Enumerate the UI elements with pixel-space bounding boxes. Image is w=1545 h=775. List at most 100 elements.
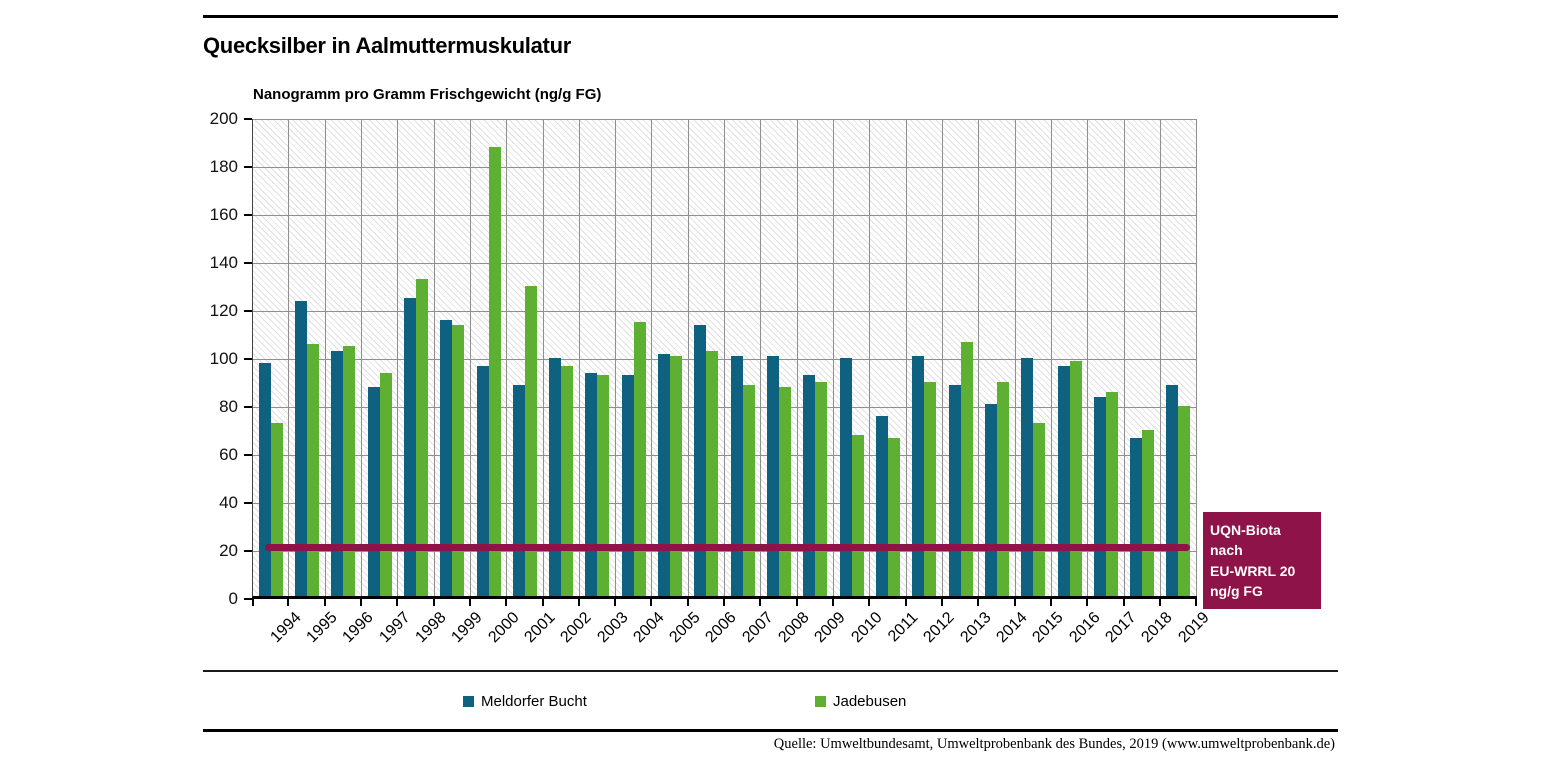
y-tick	[244, 118, 252, 120]
y-tick	[244, 358, 252, 360]
bar-pair	[1021, 358, 1046, 596]
x-axis-label: 2012	[920, 609, 958, 647]
y-axis-label: 0	[228, 589, 238, 608]
bar-jadebusen	[1105, 392, 1118, 596]
x-tick	[904, 599, 907, 606]
bar-pair	[476, 147, 501, 596]
legend-label: Jadebusen	[833, 693, 907, 710]
top-rule	[203, 15, 1338, 18]
year-group: 2012	[907, 119, 958, 646]
x-axis-label: 2007	[739, 609, 777, 647]
bar-pair	[875, 416, 900, 596]
year-group: 2010	[834, 119, 885, 646]
bar-jadebusen	[597, 375, 610, 596]
year-group: 2009	[798, 119, 849, 646]
x-tick	[323, 599, 326, 606]
x-axis-label: 2003	[593, 609, 632, 647]
year-group: 2001	[507, 119, 559, 646]
y-tick	[244, 262, 252, 264]
year-group: 1995	[289, 119, 341, 646]
bar-pair	[948, 341, 973, 596]
year-group: 2017	[1088, 119, 1140, 646]
bar-meldorfer-bucht	[1021, 358, 1034, 596]
x-tick	[359, 599, 362, 606]
x-tick	[868, 599, 871, 606]
bar-meldorfer-bucht	[803, 375, 816, 596]
x-axis-label: 2015	[1029, 609, 1067, 647]
bar-jadebusen	[1142, 430, 1155, 596]
bar-meldorfer-bucht	[331, 351, 344, 596]
year-group: 2013	[943, 119, 994, 646]
bar-pair	[803, 375, 828, 596]
bar-meldorfer-bucht	[1166, 384, 1179, 596]
year-group: 2004	[616, 119, 667, 646]
bar-pair	[694, 324, 719, 596]
x-tick	[1013, 599, 1016, 606]
y-axis-label: 120	[209, 301, 238, 320]
bar-jadebusen	[851, 435, 864, 596]
bar-jadebusen	[488, 147, 501, 596]
y-tick	[244, 406, 252, 408]
plot-area: 1994 1995 1996 1997 1998 1999 2000 2001 2002 2003…	[252, 119, 1212, 646]
bar-jadebusen	[1033, 423, 1046, 596]
bar-meldorfer-bucht	[549, 358, 562, 596]
x-tick	[832, 599, 834, 606]
threshold-line	[265, 544, 1190, 551]
bar-pair	[839, 358, 864, 596]
bar-meldorfer-bucht	[403, 298, 416, 596]
x-tick	[1049, 599, 1052, 606]
year-group: 2019	[1161, 119, 1212, 646]
bar-pair	[331, 346, 356, 596]
bar-pair	[294, 300, 319, 596]
bar-pair	[367, 372, 392, 596]
x-axis-label: 2010	[848, 609, 886, 647]
x-axis-label: 2001	[521, 609, 559, 647]
legend-label: Meldorfer Bucht	[481, 693, 587, 710]
bar-jadebusen	[379, 372, 392, 596]
bar-jadebusen	[561, 365, 574, 596]
year-group: 2011	[870, 119, 922, 645]
bar-jadebusen	[742, 384, 755, 596]
bar-meldorfer-bucht	[658, 353, 671, 596]
x-tick	[940, 599, 943, 606]
bar-pair	[549, 358, 574, 596]
year-group: 1998	[398, 119, 450, 646]
x-tick	[468, 599, 471, 606]
bar-pair	[585, 372, 610, 596]
bar-pair	[912, 356, 937, 596]
y-tick	[244, 598, 252, 600]
y-axis-label: 40	[219, 493, 238, 512]
year-group: 1994	[253, 119, 304, 646]
year-group: 2014	[979, 119, 1031, 646]
x-tick	[287, 599, 290, 606]
year-group: 2003	[580, 119, 631, 646]
bar-meldorfer-bucht	[767, 356, 780, 596]
bar-jadebusen	[996, 382, 1009, 596]
y-tick	[244, 502, 252, 504]
x-axis-label: 2005	[666, 609, 704, 647]
x-axis-label: 1999	[448, 609, 486, 647]
x-tick	[396, 599, 399, 606]
y-axis: 0 20 40 60 80 100 120 140 160 180 200	[190, 109, 252, 608]
year-group: 2002	[544, 119, 595, 646]
year-group: 1996	[326, 119, 377, 646]
y-axis-label: 180	[209, 157, 238, 176]
bar-meldorfer-bucht	[294, 300, 307, 596]
x-tick	[686, 599, 689, 606]
legend-item-meldorfer-bucht: Meldorfer Bucht	[463, 693, 587, 710]
x-tick	[650, 599, 653, 606]
year-group: 1999	[435, 119, 486, 646]
chart-title: Quecksilber in Aalmuttermuskulatur	[203, 33, 571, 58]
x-axis-label: 2011	[885, 609, 922, 646]
bar-meldorfer-bucht	[984, 404, 997, 596]
bar-pair	[621, 322, 646, 596]
bar-meldorfer-bucht	[440, 320, 453, 596]
bar-pair	[767, 356, 792, 596]
y-axis-label: 160	[209, 205, 238, 224]
bar-pair	[1130, 430, 1155, 596]
bar-jadebusen	[270, 423, 283, 596]
bar-meldorfer-bucht	[367, 387, 380, 596]
x-axis-label: 1998	[412, 609, 450, 647]
year-group: 2008	[761, 119, 813, 646]
